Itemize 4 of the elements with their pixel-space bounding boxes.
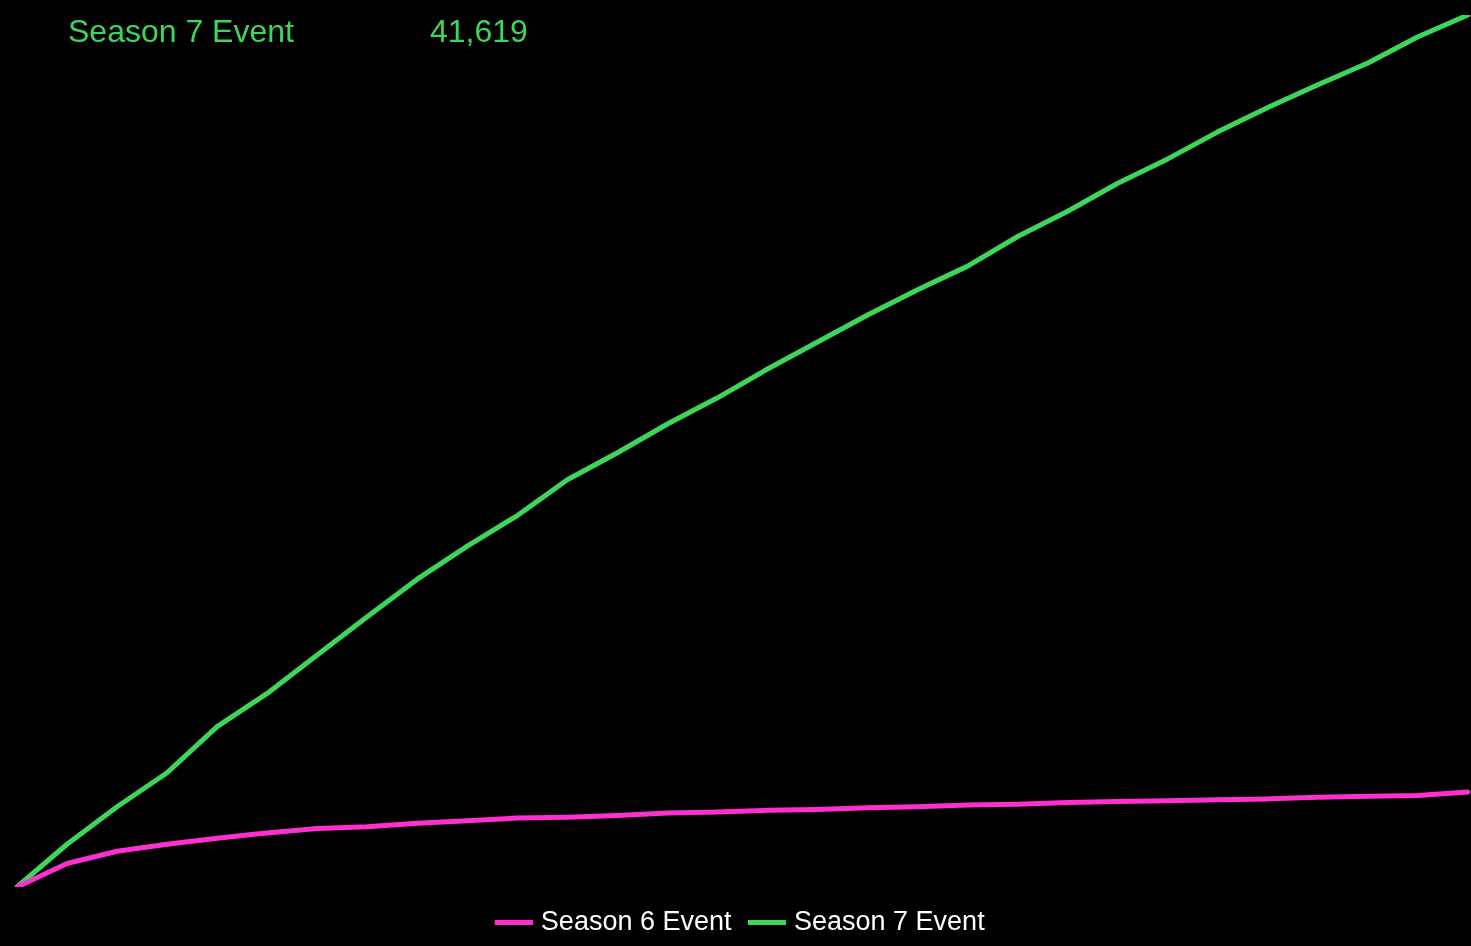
annotation: 41,619 (430, 12, 528, 49)
annotation: Season 7 Event (68, 12, 295, 49)
legend-label: Season 7 Event (794, 905, 986, 936)
legend-label: Season 6 Event (540, 905, 732, 936)
